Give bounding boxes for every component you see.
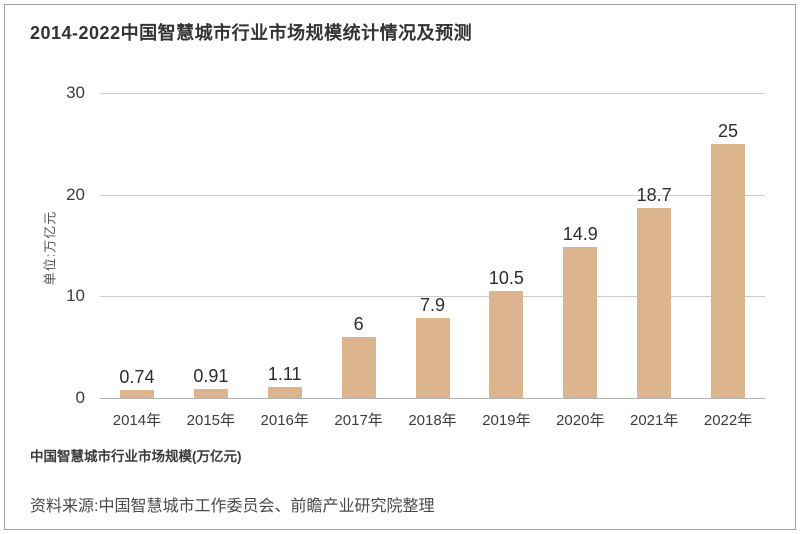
bar <box>267 386 302 398</box>
x-tick-label: 2022年 <box>703 412 753 429</box>
legend-label: 中国智慧城市行业市场规模(万亿元) <box>30 449 242 464</box>
gridline-0 <box>100 398 765 399</box>
x-tick-label: 2020年 <box>556 412 605 429</box>
y-tick-label-0: 0 <box>75 388 85 407</box>
bar <box>711 143 746 398</box>
x-tick-label: 2015年 <box>186 412 236 429</box>
bar-value-label: 18.7 <box>636 184 672 205</box>
bar-slot-2015年: 0.91 2015年 <box>174 93 248 429</box>
y-tick-label-30: 30 <box>66 83 85 102</box>
bar <box>489 291 524 398</box>
bar-slot-2017年: 6 2017年 <box>322 93 396 429</box>
bar-value-label: 10.5 <box>488 268 524 289</box>
x-tick-label: 2021年 <box>629 412 679 429</box>
y-tick-label-20: 20 <box>66 184 85 204</box>
y-axis-unit-label: 单位:万亿元 <box>42 210 58 286</box>
bar-value-label: 6 <box>353 314 364 334</box>
gridline-20 <box>100 194 765 196</box>
bar <box>193 388 228 398</box>
chart-panel: 2014-2022中国智慧城市行业市场规模统计情况及预测 单位:万亿元 0 10 2… <box>4 4 796 530</box>
gridline-10 <box>100 296 765 298</box>
bar-value-label: 0.91 <box>193 365 229 386</box>
x-tick-label: 2018年 <box>408 412 457 429</box>
plot-area: 0 10 20 30 0.74 2014年 0.91 2015年 1.11 2016年 6 2017… <box>66 83 765 429</box>
x-tick-label: 2016年 <box>260 412 309 429</box>
bar-slot-2018年: 7.9 2018年 <box>396 93 470 429</box>
bars-layer: 0.74 2014年 0.91 2015年 1.11 2016年 6 2017年 7.9 2018… <box>100 93 765 429</box>
bar-value-label: 7.9 <box>419 294 446 315</box>
chart-title: 2014-2022中国智慧城市行业市场规模统计情况及预测 <box>30 23 473 43</box>
x-tick-label: 2019年 <box>482 412 531 429</box>
bar <box>341 337 376 398</box>
x-tick-label: 2014年 <box>112 412 162 429</box>
source-note: 资料来源:中国智慧城市工作委员会、前瞻产业研究院整理 <box>30 498 435 515</box>
bar-value-label: 0.74 <box>119 367 155 388</box>
bar-value-label: 14.9 <box>562 223 598 244</box>
bar <box>119 390 154 398</box>
bar <box>415 317 450 398</box>
bar-slot-2016年: 1.11 2016年 <box>248 93 322 429</box>
bar-slot-2020年: 14.9 2020年 <box>543 93 617 429</box>
gridline-30 <box>100 93 765 94</box>
bar <box>637 207 672 398</box>
bar-slot-2014年: 0.74 2014年 <box>100 93 174 429</box>
y-tick-label-10: 10 <box>66 286 85 306</box>
bar-slot-2022年: 25 2022年 <box>691 93 765 429</box>
x-tick-label: 2017年 <box>334 412 383 429</box>
bar <box>563 246 598 398</box>
bar-value-label: 25 <box>718 120 739 141</box>
bar-slot-2019年: 10.5 2019年 <box>469 93 543 429</box>
bar-slot-2021年: 18.7 2021年 <box>617 93 691 429</box>
bar-value-label: 1.11 <box>267 363 302 384</box>
